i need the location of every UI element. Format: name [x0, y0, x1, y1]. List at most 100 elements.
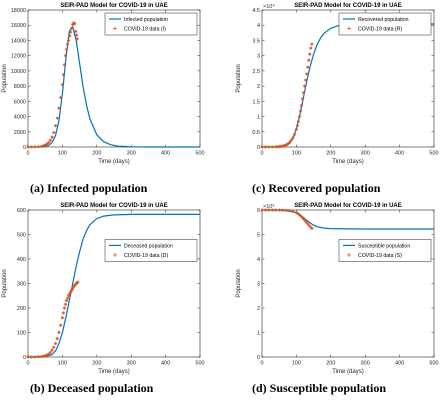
caption-recovered: (c) Recovered population — [252, 181, 381, 195]
data-point-d2 — [75, 33, 78, 37]
data-point-d2 — [264, 145, 267, 149]
data-point-d2 — [55, 116, 59, 120]
data-point — [62, 63, 67, 67]
caption-susceptible: (d) Susceptible population — [252, 381, 387, 395]
legend-data-swatch — [347, 26, 351, 31]
x-tick-label: 300 — [127, 151, 136, 157]
legend: Susceptible population COVID-19 data (S) — [338, 239, 432, 262]
y-tick-label: 2000 — [14, 130, 26, 136]
data-point-d2 — [49, 138, 52, 142]
data-point-d2 — [66, 42, 69, 46]
data-point — [304, 78, 308, 82]
data-point-d2 — [295, 211, 298, 215]
legend-model-label: Susceptible population — [358, 243, 410, 249]
data-point-d2 — [57, 106, 61, 110]
data-point-d2 — [279, 145, 283, 148]
data-point — [270, 145, 274, 149]
data-point-d2 — [50, 135, 54, 139]
x-tick-label: 400 — [395, 151, 404, 157]
data-point-d2 — [308, 225, 312, 228]
data-point-d2 — [267, 208, 271, 212]
legend: Infected population COVID-19 data (I) — [104, 12, 198, 36]
data-point-d2 — [68, 34, 71, 38]
y-tick-label: 16000 — [11, 23, 26, 29]
y-tick-label: 18000 — [11, 8, 26, 14]
data-point — [260, 145, 264, 149]
x-tick-label: 400 — [161, 151, 170, 157]
data-point — [60, 316, 64, 320]
data-point — [296, 119, 301, 124]
data-point-d2 — [293, 132, 297, 136]
data-point — [74, 29, 78, 33]
y-axis-label: Population — [236, 64, 242, 92]
data-point-d2 — [301, 217, 305, 221]
y-tick-label: 100 — [17, 331, 26, 337]
caption-deceased: (b) Deceased population — [30, 381, 154, 395]
data-point-d2 — [308, 52, 312, 56]
y-tick-label: 4 — [257, 23, 260, 29]
data-point-d2 — [52, 345, 56, 349]
data-point-d2 — [36, 145, 40, 149]
data-point-d2 — [309, 46, 313, 50]
data-point-d2 — [281, 208, 284, 212]
data-point-d2 — [75, 37, 79, 41]
data-point-d2 — [43, 143, 47, 147]
x-axis-label: Time (days) — [332, 369, 363, 375]
data-point — [305, 72, 309, 76]
y-tick-label: 300 — [17, 282, 26, 288]
data-point — [263, 208, 268, 212]
data-point-d2 — [74, 29, 78, 33]
data-point — [300, 97, 305, 101]
x-tick-label: 500 — [195, 361, 204, 367]
data-point-d2 — [297, 120, 300, 123]
x-tick-label: 200 — [326, 361, 335, 367]
model-series-line — [27, 25, 200, 148]
data-point — [26, 145, 30, 149]
chart-title: SEIR-PAD Model for COVID-19 in UAE — [294, 3, 402, 9]
legend-box — [338, 12, 432, 36]
y-tick-label: 3 — [257, 54, 260, 60]
y-tick-label: 500 — [17, 233, 26, 239]
data-point-d2 — [303, 219, 307, 223]
y-axis-label: Population — [2, 269, 8, 297]
panel-d: 0 100 200 300 400 500 0 1 2 3 4 5 6×10⁶ SEIR-PAD Mode… — [236, 203, 439, 375]
x-tick-label: 100 — [292, 151, 301, 157]
data-point — [291, 209, 295, 214]
x-tick-label: 400 — [395, 361, 404, 367]
data-point-d2 — [65, 299, 68, 302]
x-tick-label: 300 — [361, 361, 370, 367]
y-exponent-label: ×10⁶ — [263, 203, 275, 210]
data-point — [284, 143, 288, 147]
data-point-d2 — [61, 83, 64, 86]
data-point — [26, 355, 30, 359]
data-point-d2 — [59, 323, 63, 327]
data-point — [63, 302, 68, 306]
data-point-d2 — [50, 348, 54, 352]
data-point — [75, 37, 79, 41]
y-tick-label: 3 — [257, 282, 260, 288]
panel-a: 0 100 200 300 400 500 0 2000 4000 6000 8000 10000 12… — [2, 3, 205, 165]
data-point-d2 — [288, 209, 291, 213]
data-point — [33, 355, 37, 359]
data-point-d2 — [310, 227, 314, 230]
data-point — [68, 292, 72, 296]
y-tick-label: 200 — [17, 306, 26, 312]
data-point — [74, 33, 79, 37]
x-tick-label: 100 — [58, 361, 67, 367]
data-point — [73, 22, 77, 26]
data-point-d2 — [295, 128, 298, 131]
data-point-d2 — [69, 30, 72, 34]
data-point — [267, 145, 271, 149]
data-point-d2 — [47, 141, 50, 144]
legend-model-label: Recovered population — [358, 17, 409, 23]
data-point — [287, 209, 292, 213]
data-point-d2 — [305, 72, 309, 76]
data-point — [50, 135, 54, 139]
data-point-d2 — [307, 223, 310, 227]
x-tick-label: 500 — [195, 151, 204, 157]
data-point-d2 — [33, 145, 37, 149]
chart-title: SEIR-PAD Model for COVID-19 in UAE — [60, 3, 168, 9]
data-point — [59, 95, 63, 100]
y-tick-label: 0 — [257, 355, 260, 361]
data-point — [66, 38, 71, 43]
